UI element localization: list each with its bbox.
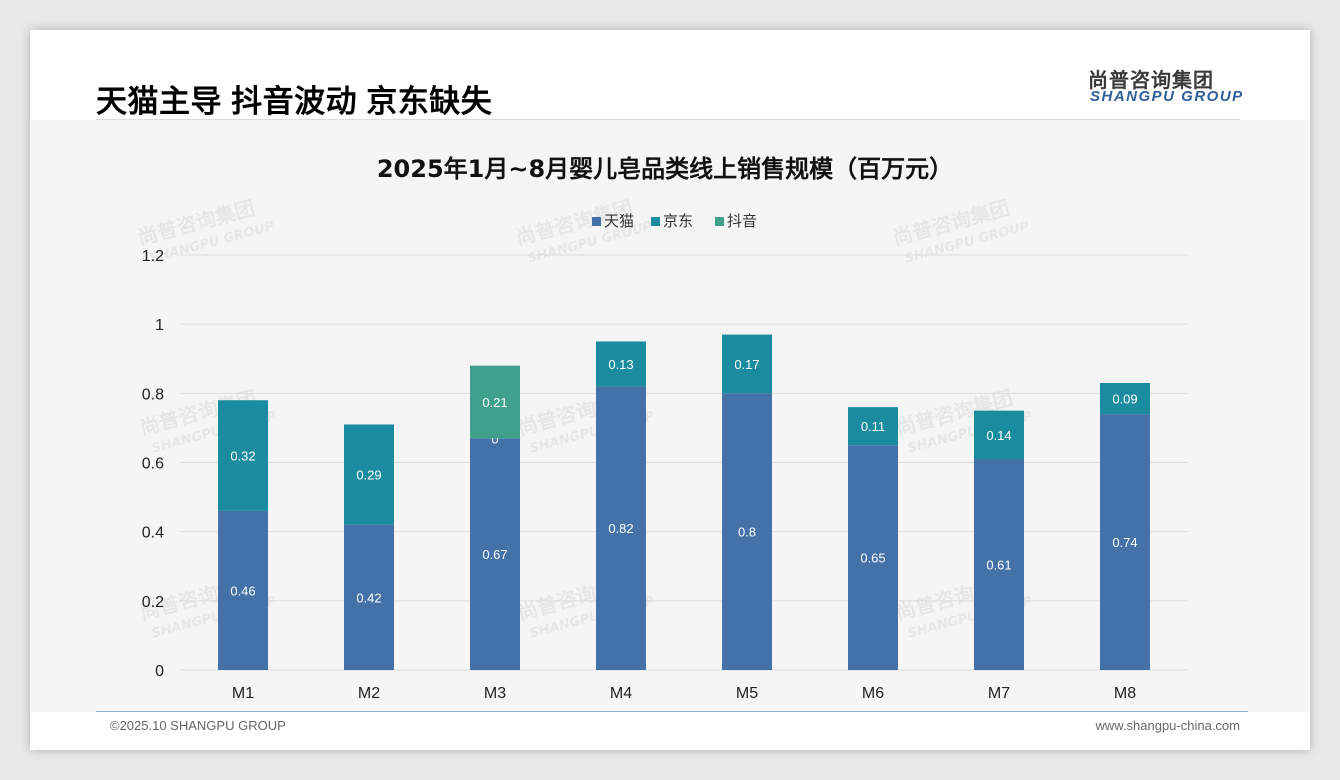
x-tick-label: M8	[1114, 685, 1136, 702]
x-tick-label: M1	[232, 685, 254, 702]
legend-swatch-3	[715, 217, 724, 226]
bar-segment-1	[1100, 414, 1150, 670]
bar-segment-1	[974, 459, 1024, 670]
data-label: 0.74	[1112, 535, 1137, 550]
data-label: 0.32	[230, 449, 255, 464]
bar-segment-2	[722, 334, 772, 394]
y-tick-label: 0	[155, 663, 164, 680]
chart-title: 2025年1月~8月婴儿皂品类线上销售规模（百万元）	[377, 155, 953, 183]
logo-text-en: SHANGPU GROUP	[1090, 88, 1244, 105]
data-label: 0.46	[230, 583, 255, 598]
bar-segment-1	[470, 438, 520, 670]
bar-segment-1	[344, 524, 394, 670]
bar-segment-2	[974, 410, 1024, 460]
data-label: 0.82	[608, 521, 633, 536]
data-label: 0.17	[734, 357, 759, 372]
bar-segment-1	[848, 445, 898, 670]
y-tick-label: 0.2	[142, 594, 164, 611]
data-label: 0.42	[356, 590, 381, 605]
legend-label-1: 天猫	[604, 212, 634, 230]
data-label: 0.13	[608, 357, 633, 372]
data-label: 0	[491, 431, 498, 446]
page-title: 天猫主导 抖音波动 京东缺失	[96, 84, 493, 119]
x-tick-label: M5	[736, 685, 758, 702]
y-tick-label: 0.8	[142, 386, 164, 403]
y-tick-label: 1.2	[142, 248, 164, 265]
x-tick-label: M4	[610, 685, 632, 702]
data-label: 0.61	[986, 558, 1011, 573]
y-tick-label: 1	[155, 317, 164, 334]
legend-label-3: 抖音	[727, 212, 757, 230]
x-tick-label: M6	[862, 685, 884, 702]
bar-segment-1	[596, 386, 646, 670]
slide: 天猫主导 抖音波动 京东缺失 尚普咨询集团 SHANGPU GROUP 尚普咨询…	[30, 30, 1310, 750]
bar-segment-2	[848, 407, 898, 446]
bar-segment-2	[1100, 382, 1150, 415]
data-label: 0.11	[861, 419, 885, 434]
logo-text-cn: 尚普咨询集团	[1088, 70, 1214, 92]
bar-segment-2	[218, 400, 268, 511]
data-label: 0.14	[986, 428, 1011, 443]
data-label: 0.21	[482, 395, 507, 410]
data-label: 0.65	[860, 551, 885, 566]
bar-segment-1	[722, 393, 772, 670]
data-label: 0.09	[1112, 392, 1137, 407]
bar-segment-2	[596, 341, 646, 387]
y-tick-label: 0.6	[142, 456, 164, 473]
x-tick-label: M2	[358, 685, 380, 702]
x-tick-label: M7	[988, 685, 1010, 702]
x-tick-label: M3	[484, 685, 506, 702]
data-label: 0.67	[482, 547, 507, 562]
footer-website: www.shangpu-china.com	[1095, 718, 1240, 733]
footer-divider	[96, 711, 1248, 712]
bar-segment-3	[470, 365, 520, 439]
data-label: 0.8	[738, 525, 756, 540]
bar-segment-1	[218, 510, 268, 670]
y-tick-label: 0.4	[142, 525, 164, 542]
legend-swatch-2	[651, 217, 660, 226]
legend-label-2: 京东	[663, 212, 693, 230]
data-label: 0.29	[356, 468, 381, 483]
title-divider	[96, 119, 1240, 120]
legend-swatch-1	[592, 217, 601, 226]
footer-copyright: ©2025.10 SHANGPU GROUP	[110, 718, 286, 733]
bar-segment-2	[344, 424, 394, 525]
